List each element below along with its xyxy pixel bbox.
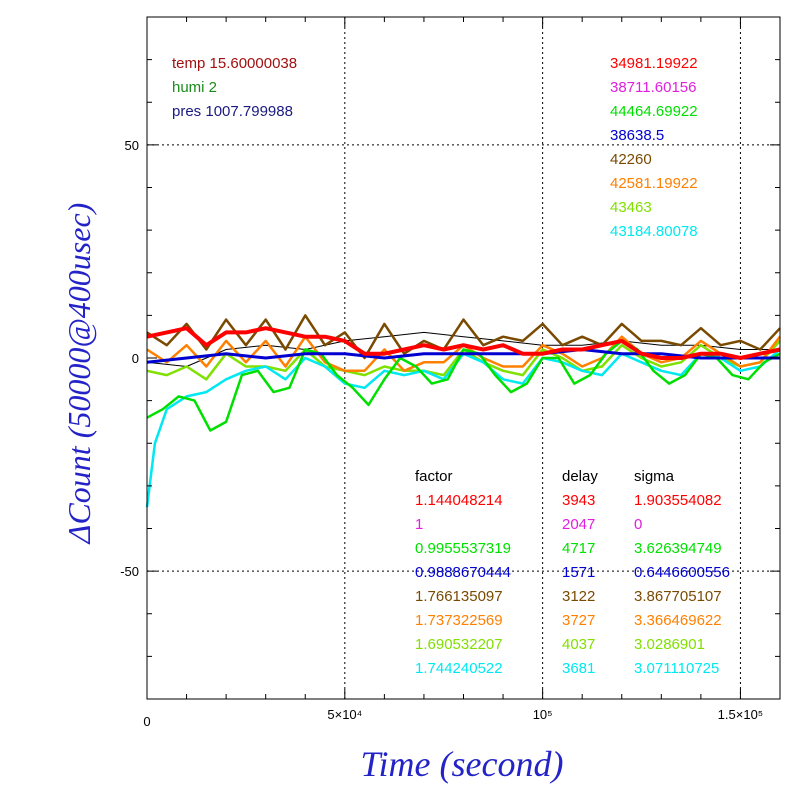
x-tick-label: 0: [143, 714, 150, 729]
table-cell: 3.071110725: [634, 660, 719, 677]
table-cell: 3.867705107: [634, 588, 722, 605]
mean-label: 42581.19922: [610, 175, 698, 192]
table-header: delay: [562, 468, 598, 485]
table-cell: 1571: [562, 564, 595, 581]
table-cell: 0.6446600556: [634, 564, 730, 581]
table-cell: 3.366469622: [634, 612, 722, 629]
mean-label: 44464.69922: [610, 103, 698, 120]
table-header: factor: [415, 468, 453, 485]
y-tick-label: -50: [120, 564, 139, 579]
table-cell: 1: [415, 516, 423, 533]
series-line-3: [146, 348, 780, 364]
mean-label: 43463: [610, 199, 652, 216]
table-cell: 2047: [562, 516, 595, 533]
env-labels: temp 15.60000038 humi 2 pres 1007.799988: [172, 55, 297, 120]
series-line-2: [146, 339, 781, 432]
table-cell: 3681: [562, 660, 595, 677]
series-lines: [145, 314, 781, 508]
y-tick-label: 50: [125, 138, 139, 153]
axis-ticks: 0 5×10⁴ 10⁵ 1.5×10⁵ 50 0 -50: [120, 16, 781, 729]
mean-label: 38711.60156: [610, 79, 696, 96]
table-cell: 3.626394749: [634, 540, 722, 557]
table-cell: 1.766135097: [415, 588, 503, 605]
mean-label: 43184.80078: [610, 223, 698, 240]
series-line-0: [146, 326, 781, 360]
table-cell: 3.0286901: [634, 636, 705, 653]
table-cell: 1.690532207: [415, 636, 503, 653]
table-cell: 3122: [562, 588, 595, 605]
y-axis-title: ΔCount (50000@400usec): [61, 203, 97, 546]
reference-line: [146, 331, 780, 367]
table-cell: 0.9955537319: [415, 540, 511, 557]
env-label: pres 1007.799988: [172, 103, 293, 120]
x-tick-label: 5×10⁴: [327, 707, 362, 722]
table-cell: 0.9888670444: [415, 564, 511, 581]
stats-table: factor delay sigma 1.144048214 3943 1.9035540…: [415, 468, 730, 677]
series-line-4: [146, 314, 781, 360]
table-cell: 0: [634, 516, 642, 533]
table-cell: 1.737322569: [415, 612, 503, 629]
table-cell: 4717: [562, 540, 595, 557]
table-cell: 3727: [562, 612, 595, 629]
mean-labels: 34981.19922 38711.60156 44464.69922 38638.5…: [610, 55, 698, 240]
table-header: sigma: [634, 468, 675, 485]
y-tick-label: 0: [132, 351, 139, 366]
x-axis-title: Time (second): [361, 744, 564, 784]
env-label: humi 2: [172, 79, 217, 96]
mean-label: 38638.5: [610, 127, 664, 144]
env-label: temp 15.60000038: [172, 55, 297, 72]
table-cell: 4037: [562, 636, 595, 653]
table-cell: 3943: [562, 492, 595, 509]
table-cell: 1.744240522: [415, 660, 503, 677]
x-tick-label: 10⁵: [533, 707, 553, 722]
mean-label: 42260: [610, 151, 652, 168]
x-tick-label: 1.5×10⁵: [718, 707, 764, 722]
mean-label: 34981.19922: [610, 55, 698, 72]
table-cell: 1.903554082: [634, 492, 722, 509]
table-cell: 1.144048214: [415, 492, 503, 509]
